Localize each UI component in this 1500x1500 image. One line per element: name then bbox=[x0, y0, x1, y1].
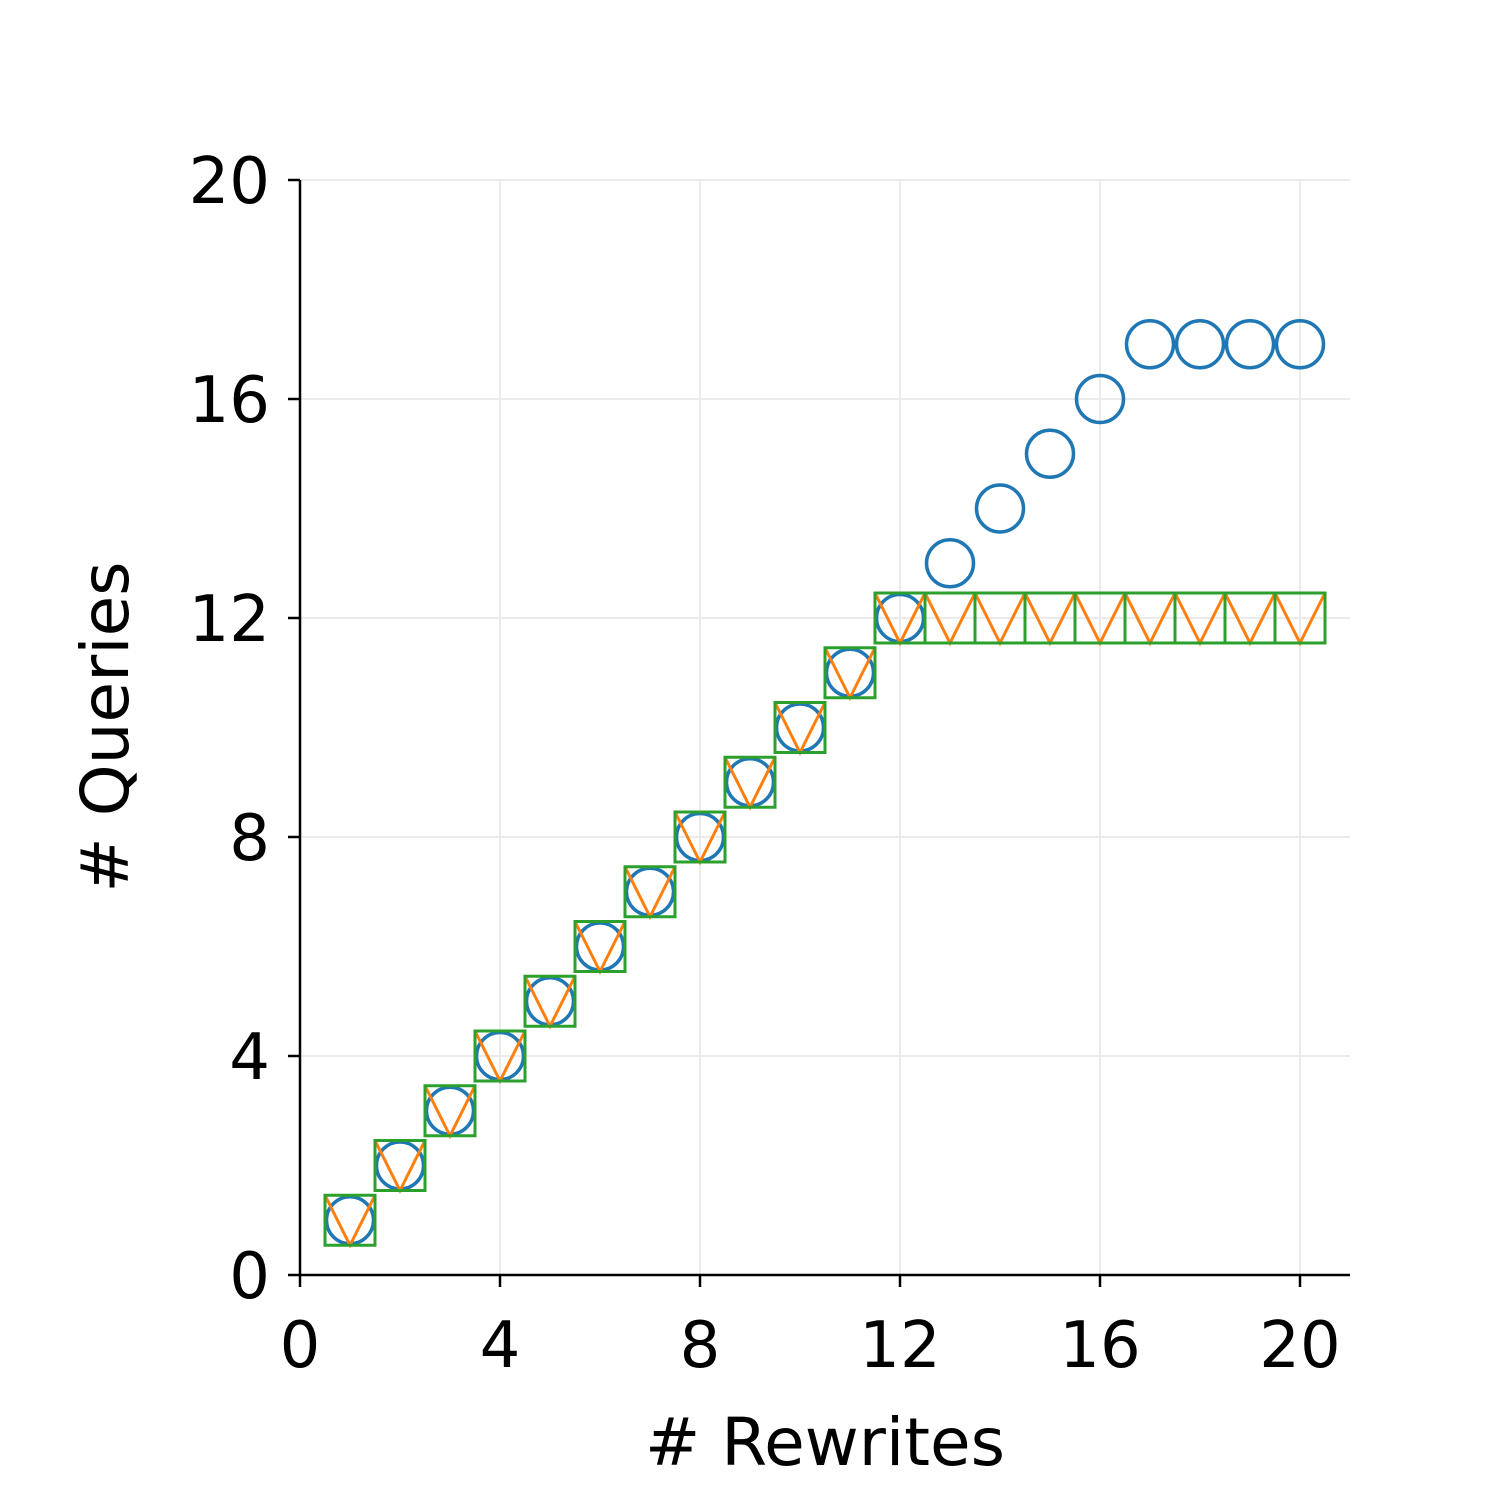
y-tick-label: 8 bbox=[229, 802, 270, 876]
square-marker bbox=[673, 810, 727, 864]
circle-marker bbox=[1074, 373, 1126, 425]
y-tick-label: 4 bbox=[229, 1021, 270, 1095]
square-marker bbox=[773, 701, 827, 754]
circle-marker bbox=[574, 921, 626, 972]
circle-marker bbox=[774, 702, 826, 753]
circle-marker bbox=[624, 866, 676, 917]
y-ticks: 0 4 8 12 16 20 bbox=[189, 145, 300, 1314]
x-ticks: 0 4 8 12 16 20 bbox=[280, 1275, 1341, 1383]
square-marker bbox=[623, 865, 677, 919]
circle-marker bbox=[924, 538, 976, 589]
circle-marker bbox=[524, 976, 576, 1027]
circle-marker bbox=[974, 483, 1026, 534]
data-points bbox=[323, 319, 1327, 1249]
circle-marker bbox=[424, 1085, 476, 1136]
circle-marker bbox=[824, 647, 876, 698]
x-tick-label: 12 bbox=[859, 1309, 940, 1383]
circle-marker bbox=[324, 1195, 376, 1246]
y-tick-label: 20 bbox=[189, 145, 270, 219]
circle-marker bbox=[724, 757, 776, 808]
circle-marker bbox=[1124, 319, 1176, 370]
square-marker bbox=[1273, 591, 1327, 645]
x-tick-label: 20 bbox=[1259, 1309, 1340, 1383]
y-tick-label: 0 bbox=[229, 1240, 270, 1314]
y-tick-label: 16 bbox=[189, 364, 270, 438]
circle-marker bbox=[374, 1140, 426, 1191]
x-tick-label: 16 bbox=[1059, 1309, 1140, 1383]
circle-marker bbox=[1024, 428, 1076, 479]
circle-marker bbox=[1274, 319, 1326, 370]
x-tick-label: 4 bbox=[480, 1309, 521, 1383]
y-axis-title: # Queries bbox=[67, 561, 144, 892]
square-marker bbox=[373, 1139, 427, 1192]
x-axis-title: # Rewrites bbox=[645, 1404, 1005, 1481]
axes bbox=[298, 180, 1350, 1277]
x-tick-label: 0 bbox=[280, 1309, 321, 1383]
square-marker bbox=[823, 646, 877, 700]
circle-marker bbox=[1174, 319, 1226, 370]
square-marker bbox=[723, 755, 777, 809]
y-tick-label: 12 bbox=[189, 583, 270, 657]
square-marker bbox=[473, 1029, 527, 1083]
circle-marker bbox=[1224, 319, 1276, 370]
square-marker bbox=[573, 920, 627, 973]
x-tick-label: 8 bbox=[680, 1309, 721, 1383]
square-marker bbox=[423, 1084, 477, 1138]
square-marker bbox=[323, 1193, 377, 1247]
square-marker bbox=[523, 974, 577, 1028]
